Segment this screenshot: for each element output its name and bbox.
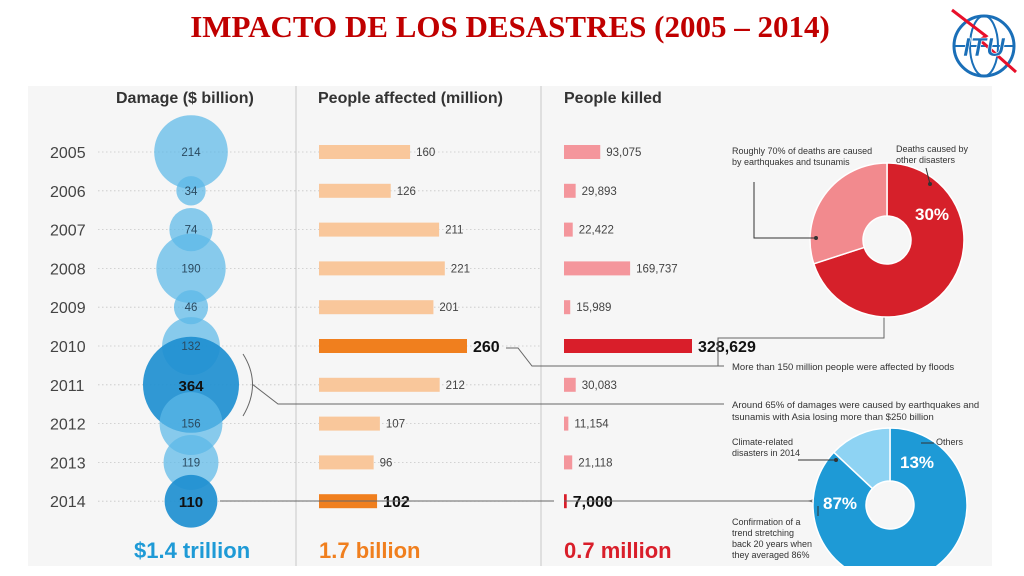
damage-value-label: 190 (181, 263, 200, 275)
killed-bar (564, 222, 573, 237)
damage-total: $1.4 trillion (134, 538, 250, 563)
year-label: 2009 (50, 300, 86, 317)
damage-value-label: 364 (178, 378, 204, 395)
year-label: 2007 (50, 223, 86, 240)
killed-value-label: 21,118 (578, 457, 612, 469)
affected-bar (319, 455, 374, 470)
killed-value-label: 22,422 (579, 225, 614, 237)
logo-bolt-icon (951, 8, 1017, 74)
killed-bar (564, 377, 576, 392)
damage-value-label: 74 (185, 225, 198, 237)
damage-note: Around 65% of damages were caused by ear… (732, 400, 979, 423)
climate-annotation: Climate-related disasters in 2014 (732, 437, 800, 458)
affected-bar (319, 339, 467, 353)
killed-bar (564, 339, 692, 353)
other-deaths-annotation: Deaths caused by other disasters (896, 144, 969, 165)
affected-value-label: 221 (451, 263, 470, 275)
damage-value-label: 119 (182, 457, 200, 469)
year-label: 2008 (50, 261, 86, 278)
damage-value-label: 110 (179, 494, 203, 511)
quake-annotation-leader (753, 182, 816, 239)
killed-value-label: 328,629 (698, 339, 756, 356)
others-annotation: Others (936, 437, 964, 447)
disaster-impact-infographic: Damage ($ billion) People affected (mill… (50, 86, 979, 566)
donut-slice (812, 162, 965, 318)
damage-bubble (173, 290, 209, 325)
damage-value-label: 156 (181, 419, 200, 431)
affected-value-label: 160 (416, 147, 435, 159)
affected-bar (319, 222, 440, 237)
affected-bar (319, 416, 380, 431)
damage-header: Damage ($ billion) (116, 90, 254, 107)
slide-title: IMPACTO DE LOS DESASTRES (2005 – 2014) (190, 9, 830, 44)
logo-text: ITU (963, 32, 1006, 62)
affected-header: People affected (million) (318, 90, 503, 107)
affected-bar (319, 261, 445, 276)
damage-bubble (176, 176, 206, 206)
donut-slice-label: 87% (823, 494, 857, 513)
damage-value-label: 132 (181, 341, 200, 353)
affected-value-label: 126 (397, 186, 416, 198)
killed-total: 0.7 million (564, 538, 672, 563)
donut-slice-label: 30% (915, 205, 949, 224)
damage-value-label: 46 (185, 302, 198, 314)
damage-bubble (154, 115, 228, 189)
damage-value-label: 34 (185, 186, 198, 198)
damage-bubble (159, 392, 223, 456)
killed-value-label: 7,000 (573, 494, 613, 511)
donut-slice-label: 13% (900, 453, 934, 472)
affected-bar (319, 145, 411, 159)
affected-value-label: 102 (383, 494, 410, 511)
year-label: 2010 (50, 339, 86, 356)
killed-value-label: 169,737 (636, 263, 678, 275)
quake-deaths-annotation: Roughly 70% of deaths are caused by earth… (732, 146, 872, 167)
trend-annotation: Confirmation of a trend stretching back 20… (732, 517, 812, 560)
killed-value-label: 30,083 (582, 380, 617, 392)
killed-value-label: 29,893 (582, 186, 617, 198)
affected-bar (319, 183, 391, 198)
killed-bar (564, 183, 576, 198)
killed-bar (564, 416, 569, 431)
other-annotation-dot (928, 182, 932, 186)
itu-logo: ITU (951, 8, 1017, 78)
quake-annotation-dot (814, 236, 818, 240)
damage-value-label: 214 (181, 147, 201, 159)
affected-value-label: 201 (439, 302, 458, 314)
donut-slice (832, 427, 891, 490)
affected-value-label: 260 (473, 339, 500, 356)
climate-annotation-dot (834, 458, 838, 462)
damage-bubble (164, 474, 218, 528)
donut-slice (812, 427, 968, 566)
year-label: 2012 (50, 417, 86, 434)
year-label: 2013 (50, 455, 86, 472)
flood-connector (506, 347, 724, 367)
killed-bar (564, 455, 573, 470)
killed-bar (564, 300, 571, 315)
killed-bar (564, 261, 631, 276)
affected-value-label: 107 (386, 419, 405, 431)
killed-2010-connector (717, 308, 885, 367)
affected-total: 1.7 billion (319, 538, 420, 563)
year-label: 2006 (50, 184, 86, 201)
killed-value-label: 15,989 (576, 302, 611, 314)
killed-value-label: 93,075 (606, 147, 641, 159)
killed-bar (564, 145, 601, 159)
damage-connector (242, 353, 724, 417)
affected-value-label: 96 (380, 457, 393, 469)
year-label: 2011 (50, 378, 85, 395)
affected-value-label: 211 (445, 225, 463, 237)
trend-2014-connector (220, 485, 819, 517)
affected-value-label: 212 (446, 380, 465, 392)
donut-slice (809, 162, 888, 265)
damage-bubble (163, 434, 219, 490)
year-label: 2005 (50, 145, 86, 162)
damage-bubble (156, 233, 226, 304)
affected-bar (319, 377, 440, 392)
affected-bar (319, 300, 434, 315)
other-annotation-leader (925, 167, 931, 185)
killed-value-label: 11,154 (574, 419, 609, 431)
killed-header: People killed (564, 90, 662, 107)
year-label: 2014 (50, 494, 86, 511)
flood-note: More than 150 million people were affect… (732, 362, 954, 373)
